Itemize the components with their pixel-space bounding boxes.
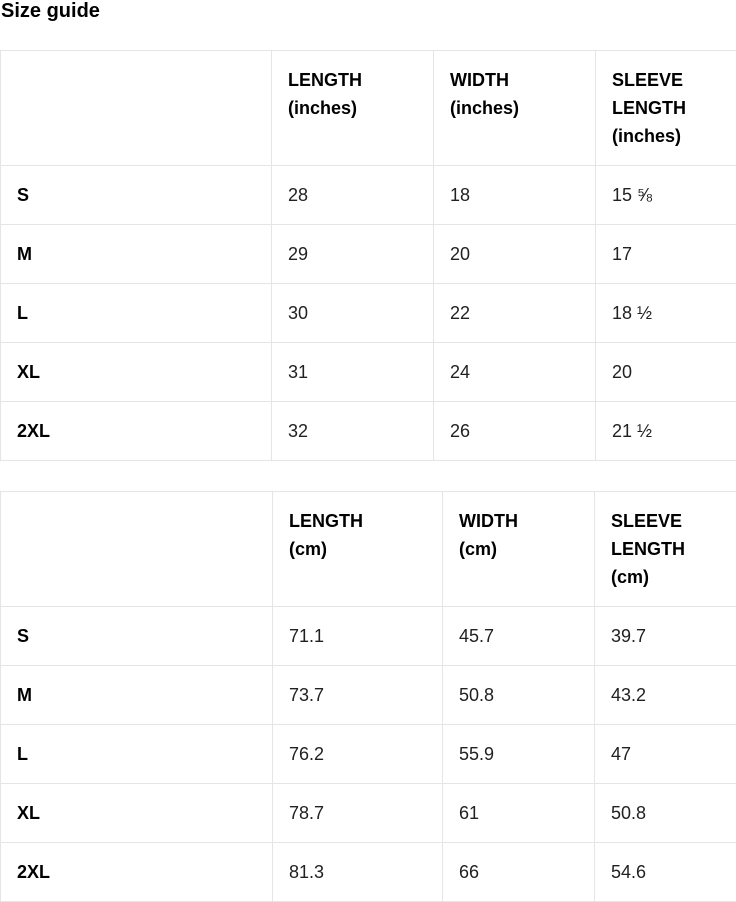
size-row-label: L [1,284,272,343]
width-cell: 45.7 [443,607,595,666]
col-header-sleeve-length-cm: SLEEVE LENGTH (cm) [595,492,736,607]
col-header-width-cm: WIDTH (cm) [443,492,595,607]
size-row-label: S [1,166,272,225]
col-header-line: (cm) [459,535,578,563]
width-cell: 55.9 [443,725,595,784]
length-cell: 28 [272,166,434,225]
width-cell: 20 [434,225,596,284]
table-row-s: S 71.1 45.7 39.7 [1,607,736,666]
width-cell: 66 [443,843,595,902]
table-row-m: M 29 20 17 [1,225,736,284]
header-corner-cell [1,492,273,607]
size-row-label: XL [1,343,272,402]
width-cell: 50.8 [443,666,595,725]
width-cell: 61 [443,784,595,843]
table-row-s: S 28 18 15 ⅝ [1,166,736,225]
width-cell: 24 [434,343,596,402]
size-row-label: XL [1,784,273,843]
length-cell: 29 [272,225,434,284]
col-header-line: (cm) [611,563,721,591]
table-row-xl: XL 78.7 61 50.8 [1,784,736,843]
sleeve-length-cell: 39.7 [595,607,736,666]
size-table-cm: LENGTH (cm) WIDTH (cm) SLEEVE LENGTH (cm… [0,491,736,902]
col-header-line: SLEEVE [611,507,721,535]
size-row-label: S [1,607,273,666]
col-header-length-inches: LENGTH (inches) [272,51,434,166]
col-header-line: (inches) [450,94,579,122]
col-header-width-inches: WIDTH (inches) [434,51,596,166]
sleeve-length-cell: 50.8 [595,784,736,843]
sleeve-length-cell: 54.6 [595,843,736,902]
width-cell: 22 [434,284,596,343]
table-row-l: L 30 22 18 ½ [1,284,736,343]
sleeve-length-cell: 47 [595,725,736,784]
sleeve-length-cell: 21 ½ [596,402,736,461]
col-header-line: SLEEVE [612,66,721,94]
col-header-line: (cm) [289,535,426,563]
sleeve-length-cell: 18 ½ [596,284,736,343]
length-cell: 32 [272,402,434,461]
size-row-label: M [1,666,273,725]
width-cell: 18 [434,166,596,225]
size-row-label: M [1,225,272,284]
header-row: LENGTH (cm) WIDTH (cm) SLEEVE LENGTH (cm… [1,492,736,607]
size-guide-title: Size guide [1,0,736,22]
size-row-label: 2XL [1,402,272,461]
col-header-line: LENGTH [289,507,426,535]
length-cell: 73.7 [273,666,443,725]
table-row-m: M 73.7 50.8 43.2 [1,666,736,725]
length-cell: 31 [272,343,434,402]
col-header-line: WIDTH [450,66,579,94]
col-header-line: LENGTH [288,66,417,94]
header-row: LENGTH (inches) WIDTH (inches) SLEEVE LE… [1,51,736,166]
table-row-l: L 76.2 55.9 47 [1,725,736,784]
col-header-line: LENGTH [612,94,721,122]
table-row-xl: XL 31 24 20 [1,343,736,402]
sleeve-length-cell: 20 [596,343,736,402]
width-cell: 26 [434,402,596,461]
length-cell: 78.7 [273,784,443,843]
size-table-inches: LENGTH (inches) WIDTH (inches) SLEEVE LE… [0,50,736,461]
size-row-label: L [1,725,273,784]
table-row-2xl: 2XL 32 26 21 ½ [1,402,736,461]
size-row-label: 2XL [1,843,273,902]
header-corner-cell [1,51,272,166]
sleeve-length-cell: 15 ⅝ [596,166,736,225]
col-header-line: LENGTH [611,535,721,563]
table-row-2xl: 2XL 81.3 66 54.6 [1,843,736,902]
col-header-line: WIDTH [459,507,578,535]
sleeve-length-cell: 17 [596,225,736,284]
length-cell: 76.2 [273,725,443,784]
col-header-length-cm: LENGTH (cm) [273,492,443,607]
col-header-line: (inches) [612,122,721,150]
length-cell: 71.1 [273,607,443,666]
col-header-sleeve-length-inches: SLEEVE LENGTH (inches) [596,51,736,166]
sleeve-length-cell: 43.2 [595,666,736,725]
length-cell: 30 [272,284,434,343]
col-header-line: (inches) [288,94,417,122]
length-cell: 81.3 [273,843,443,902]
